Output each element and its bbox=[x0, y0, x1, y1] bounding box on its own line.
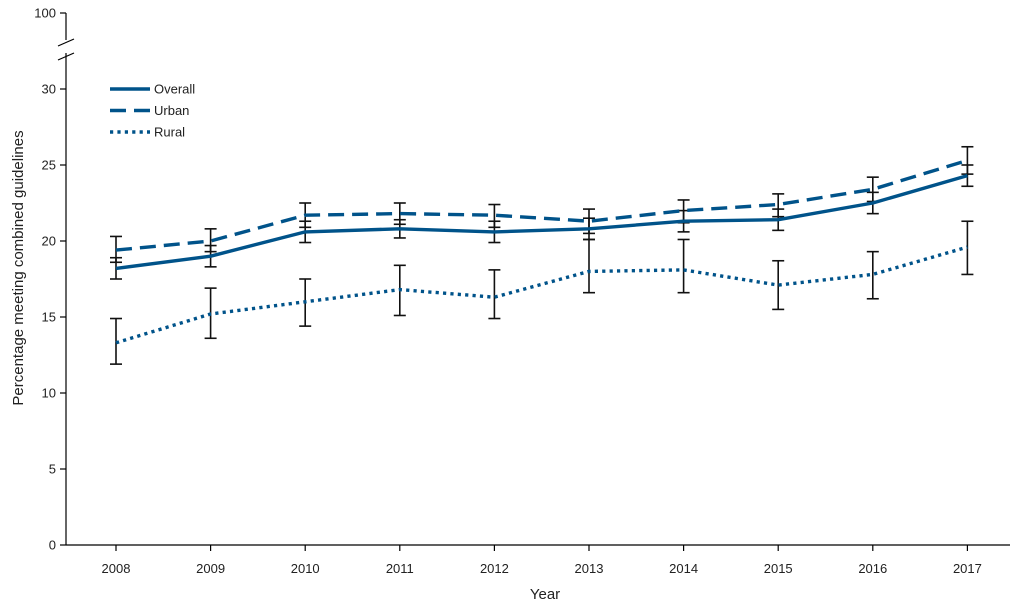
x-tick-label: 2013 bbox=[575, 561, 604, 576]
legend: Overall Urban Rural bbox=[110, 82, 195, 140]
x-tick-label: 2008 bbox=[102, 561, 131, 576]
x-tick-label: 2012 bbox=[480, 561, 509, 576]
legend-label-urban: Urban bbox=[154, 103, 189, 118]
series-lines bbox=[115, 158, 968, 345]
series-line-overall bbox=[115, 173, 968, 271]
y-tick-label: 30 bbox=[42, 82, 56, 97]
x-tick-label: 2014 bbox=[669, 561, 698, 576]
x-tick-label: 2017 bbox=[953, 561, 982, 576]
legend-label-overall: Overall bbox=[154, 82, 195, 97]
x-axis-title: Year bbox=[530, 586, 560, 603]
legend-label-rural: Rural bbox=[154, 125, 185, 140]
axes: 0 5 10 15 20 25 30 100 2008 2009 2010 2011 2012 2013 2… bbox=[34, 6, 1010, 576]
y-tick-label: 15 bbox=[42, 310, 56, 325]
series-line-rural bbox=[115, 245, 968, 345]
y-tick-label: 5 bbox=[49, 462, 56, 477]
y-axis-title: Percentage meeting combined guidelines bbox=[10, 130, 27, 405]
y-tick-label: 10 bbox=[42, 386, 56, 401]
x-tick-label: 2011 bbox=[386, 561, 414, 576]
x-tick-label: 2016 bbox=[858, 561, 887, 576]
axis-break-mark-upper bbox=[57, 38, 75, 47]
y-tick-label: 20 bbox=[42, 234, 56, 249]
series-line-urban bbox=[115, 158, 968, 252]
error-bars bbox=[110, 145, 974, 365]
x-tick-label: 2009 bbox=[196, 561, 225, 576]
x-tick-label: 2015 bbox=[764, 561, 793, 576]
y-tick-label: 25 bbox=[42, 158, 56, 173]
y-tick-label: 100 bbox=[34, 6, 56, 21]
axis-break-mark-lower bbox=[57, 52, 75, 61]
x-tick-label: 2010 bbox=[291, 561, 320, 576]
y-tick-label: 0 bbox=[49, 538, 56, 553]
